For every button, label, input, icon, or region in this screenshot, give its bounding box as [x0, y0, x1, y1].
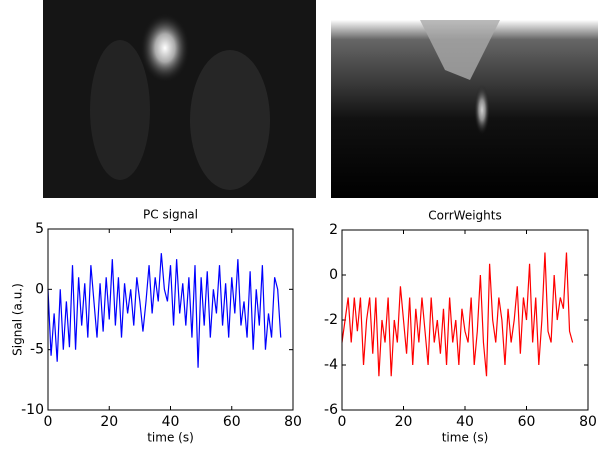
image-right [331, 0, 598, 198]
y-axis-label: Signal (a.u.) [11, 283, 25, 356]
y-tick-label: 5 [35, 221, 44, 237]
y-tick-label: 0 [329, 267, 338, 283]
x-axis-label: time (s) [147, 431, 194, 445]
x-tick-label: 0 [338, 414, 347, 430]
chart-title: PC signal [143, 208, 198, 222]
plot-frame [47, 228, 294, 411]
plot-frame [341, 229, 589, 411]
x-axis-label: time (s) [442, 431, 489, 445]
line [341, 252, 574, 377]
x-tick-label: 40 [162, 414, 180, 430]
y-tick-label: -5 [30, 342, 44, 358]
chart-title: CorrWeights [428, 209, 501, 223]
y-tick-label: 0 [35, 281, 44, 297]
y-tick-label: -10 [21, 402, 44, 418]
line [47, 253, 282, 368]
x-tick-label: 20 [395, 414, 413, 430]
y-tick-label: -2 [324, 312, 338, 328]
y-tick-label: -6 [324, 402, 338, 418]
x-tick-label: 40 [456, 414, 474, 430]
x-tick-label: 60 [518, 414, 536, 430]
x-tick-label: 80 [579, 414, 597, 430]
x-tick-label: 60 [223, 414, 241, 430]
y-tick-label: 2 [329, 222, 338, 238]
y-tick-label: -4 [324, 357, 338, 373]
x-tick-label: 20 [100, 414, 118, 430]
image-left [43, 0, 316, 198]
x-tick-label: 80 [284, 414, 302, 430]
x-tick-label: 0 [44, 414, 53, 430]
